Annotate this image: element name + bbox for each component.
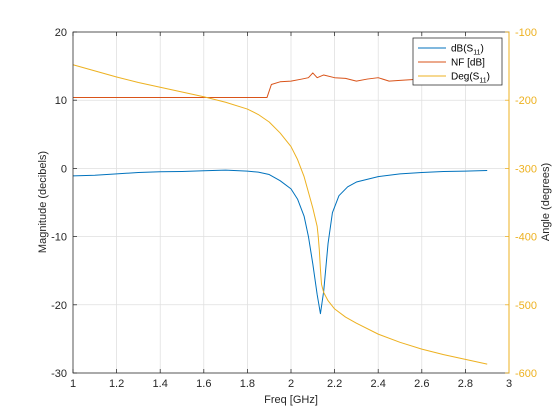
x-tick-label: 1.6: [196, 378, 211, 390]
x-tick-label: 2.4: [371, 378, 386, 390]
legend-label: NF [dB]: [451, 58, 485, 69]
y-right-tick-label: -500: [515, 300, 537, 312]
x-axis: 1 1.2 1.4 1.6 1.8 2 2.2 2.4 2.6 2.8 3: [70, 32, 512, 390]
y-left-tick-label: -20: [51, 300, 67, 312]
y-right-tick-label: -400: [515, 232, 537, 244]
y-axis-right: -100 -200 -300 -400 -500 -600: [505, 27, 537, 380]
y-axis-right-title: Angle (degrees): [540, 163, 552, 241]
y-axis-left: 20 10 0 -10 -20 -30: [51, 27, 77, 380]
y-right-tick-label: -300: [515, 163, 537, 175]
series-line-nf: [73, 72, 488, 98]
y-right-tick-label: -600: [515, 368, 537, 380]
x-tick-label: 1.8: [240, 378, 255, 390]
x-tick-label: 2.8: [458, 378, 473, 390]
y-right-tick-label: -200: [515, 95, 537, 107]
legend-label: dB(S11): [451, 44, 484, 57]
x-tick-label: 1.4: [153, 378, 168, 390]
y-left-tick-label: 10: [55, 95, 67, 107]
y-right-tick-label: -100: [515, 27, 537, 39]
x-tick-label: 2.2: [327, 378, 342, 390]
legend-items: dB(S11)NF [dB] Deg(S11): [418, 44, 490, 85]
series-line-db-s11: [72, 169, 488, 315]
y-left-tick-label: 0: [61, 163, 67, 175]
x-tick-label: 2.6: [414, 378, 429, 390]
y-axis-left-title: Magnitude (decibels): [37, 151, 49, 253]
x-tick-label: 1: [70, 378, 76, 390]
y-left-tick-label: 20: [55, 27, 67, 39]
y-left-tick-label: -10: [51, 232, 67, 244]
x-axis-title: Freq [GHz]: [264, 394, 318, 406]
series-lines: [72, 64, 488, 365]
x-tick-label: 3: [506, 378, 512, 390]
legend-label: Deg(S11): [451, 72, 490, 85]
legend: dB(S11)NF [dB] Deg(S11): [412, 37, 503, 86]
y-left-tick-label: -30: [51, 368, 67, 380]
x-tick-label: 2: [288, 378, 294, 390]
x-tick-label: 1.2: [109, 378, 124, 390]
series-line-deg-s11: [72, 64, 488, 365]
